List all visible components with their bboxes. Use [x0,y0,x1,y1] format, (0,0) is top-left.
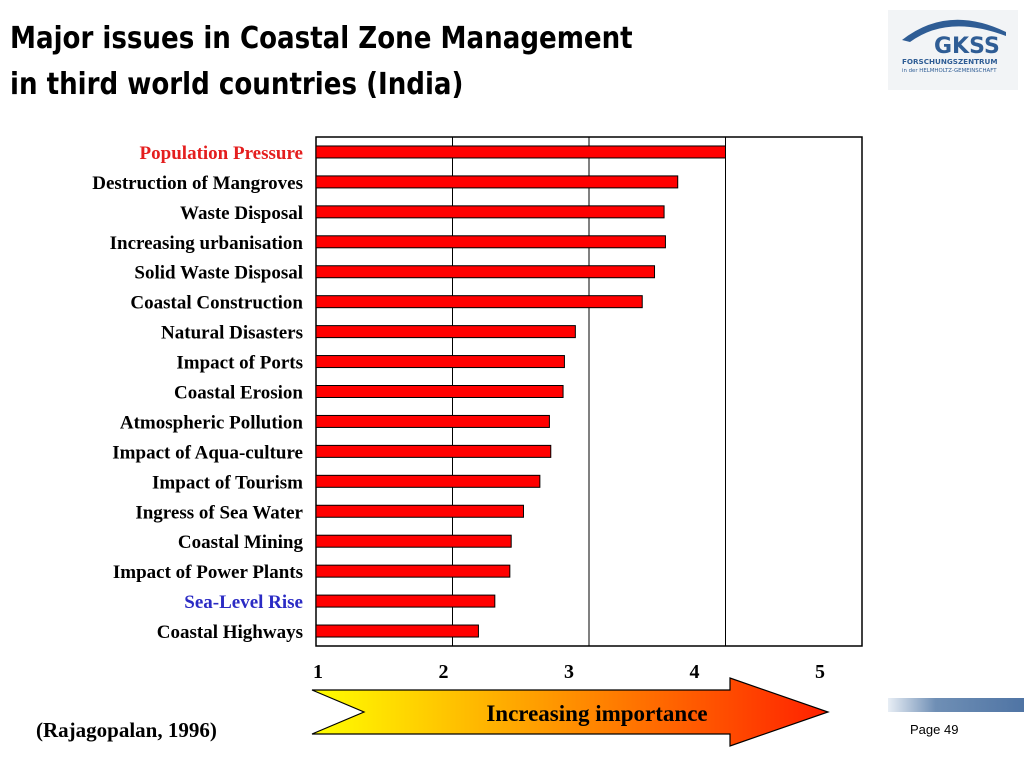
logo-line1: FORSCHUNGSZENTRUM [902,57,998,66]
category-label: Ingress of Sea Water [135,502,303,523]
bar [315,235,666,249]
category-label: Coastal Construction [130,293,303,314]
bar [315,175,679,189]
category-label: Atmospheric Pollution [120,412,304,433]
x-tick-label: 4 [690,661,700,683]
decorative-bar [888,698,1024,712]
title-line-1: Major issues in Coastal Zone Management [10,21,633,56]
category-label: Coastal Mining [178,532,304,553]
bar [315,295,643,309]
category-label: Natural Disasters [161,323,303,344]
bar [315,624,479,638]
gkss-logo: GKSS FORSCHUNGSZENTRUM in der HELMHOLTZ-… [888,10,1018,90]
bar [315,504,524,518]
bar [315,564,511,578]
logo-name: GKSS [934,34,1000,59]
title-line-2: in third world countries (India) [10,67,464,102]
category-label: Coastal Erosion [174,383,303,404]
citation: (Rajagopalan, 1996) [36,718,217,742]
arrow-label: Increasing importance [486,701,707,726]
category-label: Impact of Aqua-culture [112,442,303,463]
category-label: Impact of Ports [176,353,303,374]
category-label: Solid Waste Disposal [134,263,303,284]
slide-title: Major issues in Coastal Zone Management … [10,16,633,108]
category-label: Population Pressure [140,143,303,164]
x-tick-label: 2 [439,661,449,683]
category-label: Sea-Level Rise [184,592,303,613]
bar [315,325,576,339]
category-label: Impact of Power Plants [113,562,303,583]
category-label: Destruction of Mangroves [92,173,303,194]
page-number: Page 49 [910,722,959,737]
category-label: Increasing urbanisation [110,233,304,254]
category-label: Coastal Highways [157,622,303,643]
category-label: Impact of Tourism [152,472,303,493]
gkss-logo-icon: GKSS FORSCHUNGSZENTRUM in der HELMHOLTZ-… [902,19,1006,74]
bar [315,385,564,398]
bar [315,265,656,279]
bar [315,444,552,458]
bar [315,594,496,608]
bar [315,355,565,369]
x-tick-label: 3 [564,661,574,683]
bar [315,474,541,488]
logo-line2: in der HELMHOLTZ-GEMEINSCHAFT [902,68,997,74]
bar [315,205,665,219]
bar [315,145,726,159]
importance-arrow [311,677,830,747]
x-tick-label: 1 [313,661,323,683]
bar [315,534,512,548]
x-tick-label: 5 [815,661,825,683]
category-label: Waste Disposal [180,203,303,224]
bar [315,414,550,428]
